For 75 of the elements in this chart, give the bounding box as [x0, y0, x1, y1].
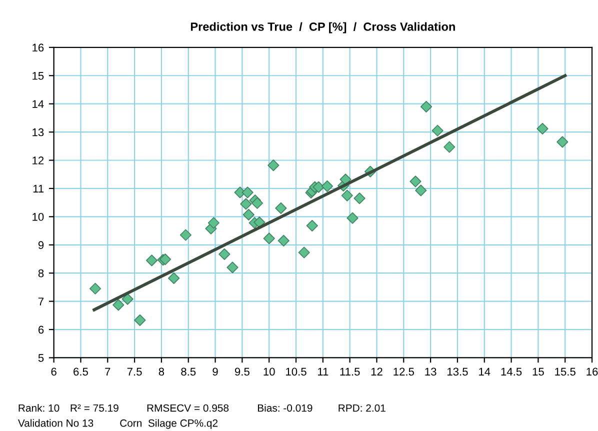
- point: [263, 232, 275, 244]
- x-tick-label: 9.5: [234, 368, 250, 376]
- point: [242, 186, 254, 198]
- point: [321, 180, 334, 192]
- point: [218, 248, 230, 260]
- x-tick-label: 8.5: [181, 368, 196, 376]
- point: [134, 314, 146, 326]
- point: [89, 282, 102, 294]
- text: RPD: 2.01: [338, 404, 386, 412]
- point: [242, 208, 254, 220]
- point: [444, 141, 456, 153]
- text: Rank: 10: [18, 404, 60, 412]
- x-tick-label: 6.5: [74, 368, 88, 376]
- point: [159, 253, 172, 266]
- point: [556, 136, 568, 148]
- x-tick-label: 7: [105, 368, 110, 376]
- text: Validation No 13: [18, 419, 94, 427]
- text: Bias: -0.019: [258, 404, 312, 412]
- y-tick-label: 14: [32, 100, 44, 108]
- y-tick-label: 16: [32, 44, 44, 52]
- x-tick-label: 10: [264, 368, 275, 376]
- point: [208, 217, 220, 229]
- y-tick-label: 13: [32, 128, 44, 136]
- y-tick-label: 11: [33, 184, 44, 192]
- x-tick-label: 15: [532, 368, 544, 376]
- y-tick-label: 15: [32, 72, 44, 80]
- point: [226, 262, 238, 274]
- point: [122, 293, 134, 305]
- point: [306, 220, 318, 232]
- y-tick-label: 5: [38, 354, 44, 362]
- point: [268, 160, 280, 172]
- point: [298, 246, 310, 258]
- x-tick-label: 16: [586, 368, 598, 376]
- x-tick-label: 8: [158, 368, 164, 376]
- y-tick-label: 6: [38, 326, 44, 334]
- point: [168, 272, 180, 284]
- point: [180, 229, 192, 241]
- y-tick-label: 10: [32, 212, 44, 221]
- point: [112, 299, 124, 311]
- point: [410, 176, 422, 188]
- point: [420, 100, 432, 112]
- text: Corn Silage CP%.q2: [120, 419, 218, 429]
- point: [341, 190, 353, 202]
- point: [432, 124, 444, 136]
- chart-title: Prediction vs True / CP [%] / Cross Validation: [190, 22, 455, 34]
- x-tick-label: 13: [425, 368, 436, 376]
- text: R² = 75.19: [70, 404, 118, 412]
- y-tick-label: 12: [32, 156, 44, 164]
- x-tick-label: 9: [212, 368, 218, 376]
- y-tick-label: 9: [38, 241, 44, 250]
- x-tick-label: 7.5: [127, 368, 142, 376]
- x-tick-label: 15.5: [555, 368, 576, 376]
- x-tick-label: 10.5: [286, 368, 306, 376]
- x-tick-label: 14.5: [501, 368, 522, 376]
- point: [415, 184, 427, 196]
- text: RMSECV = 0.958: [147, 404, 229, 412]
- x-tick-label: 12.5: [394, 368, 414, 376]
- point: [254, 216, 266, 228]
- point: [346, 212, 358, 224]
- x-tick-label: 6: [51, 368, 56, 376]
- x-tick-label: 12: [371, 368, 382, 376]
- point: [312, 181, 324, 193]
- point: [278, 234, 290, 246]
- x-tick-label: 11.5: [340, 368, 360, 376]
- y-tick-label: 8: [38, 269, 44, 278]
- point: [275, 202, 287, 214]
- x-tick-label: 13.5: [448, 368, 468, 376]
- point: [354, 192, 366, 204]
- point: [536, 122, 548, 134]
- x-tick-label: 14: [479, 368, 490, 376]
- point: [251, 197, 264, 209]
- point: [146, 254, 158, 266]
- x-tick-label: 11: [318, 368, 328, 376]
- y-tick-label: 7: [38, 298, 44, 306]
- point: [240, 198, 252, 210]
